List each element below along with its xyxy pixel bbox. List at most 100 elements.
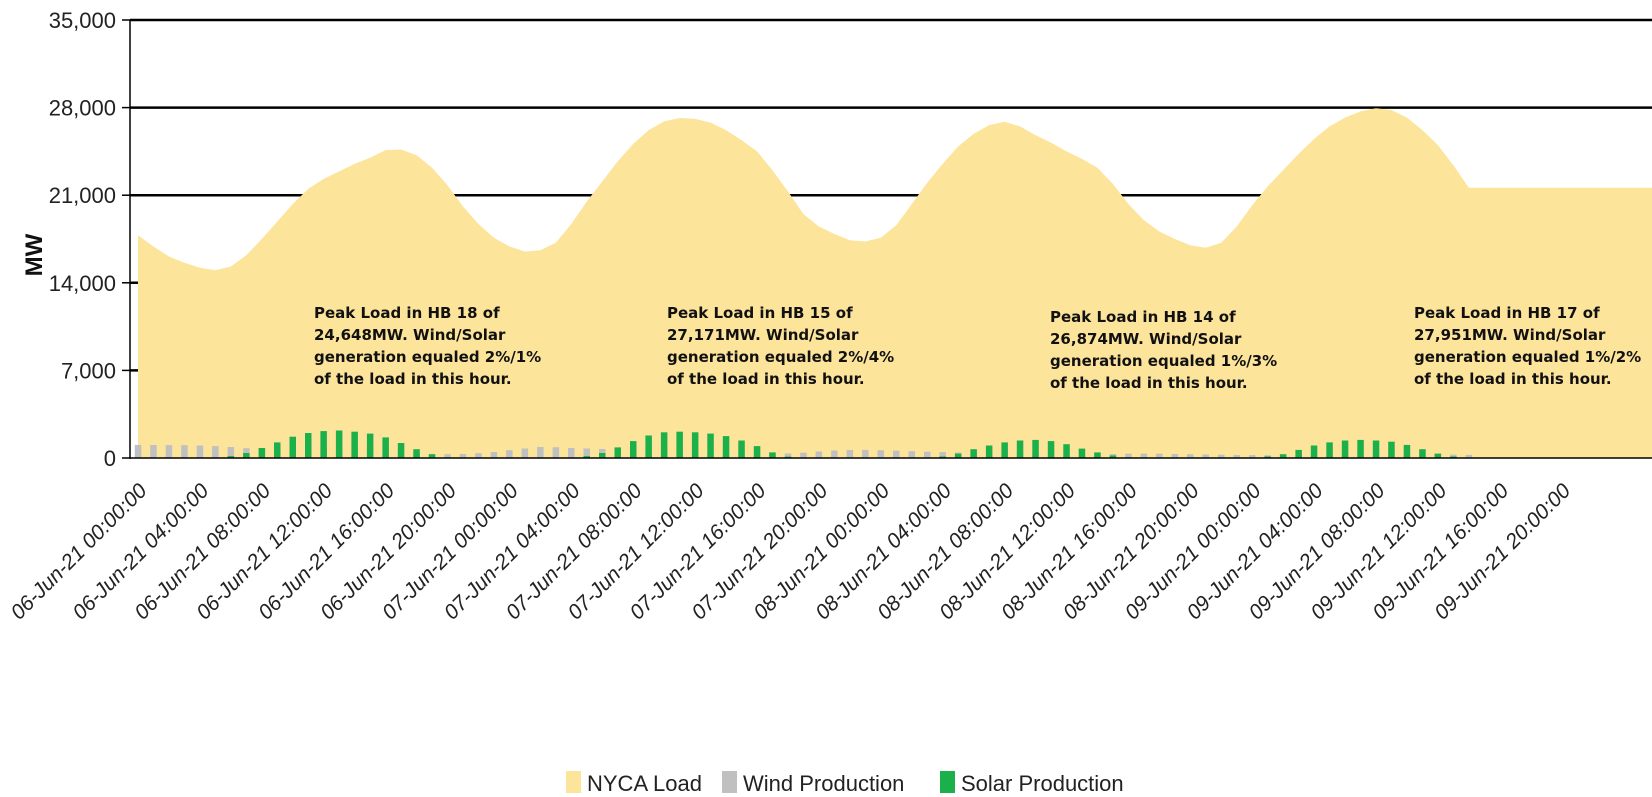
- y-tick-label: 0: [104, 446, 116, 471]
- solar-bar: [769, 452, 776, 458]
- wind-bar: [1233, 455, 1240, 458]
- wind-bar: [846, 450, 854, 458]
- annotation-line: 27,951MW. Wind/Solar: [1414, 326, 1606, 344]
- peak-annotation: Peak Load in HB 15 of 27,171MW. Wind/Sola…: [667, 304, 894, 388]
- annotation-line: Peak Load in HB 17 of: [1414, 304, 1600, 322]
- wind-bar: [459, 454, 467, 458]
- legend-label: Solar Production: [961, 771, 1124, 796]
- annotations: Peak Load in HB 18 of 24,648MW. Wind/Sola…: [314, 304, 1641, 392]
- wind-bar: [475, 453, 482, 458]
- solar-bar: [1279, 454, 1287, 458]
- nyca-load-area-group: [138, 108, 1652, 458]
- wind-bar: [862, 449, 869, 458]
- wind-bar: [165, 445, 173, 458]
- peak-annotation: Peak Load in HB 14 of 26,874MW. Wind/Sola…: [1050, 308, 1277, 392]
- solar-bar: [660, 432, 668, 458]
- solar-bar: [366, 433, 374, 458]
- solar-bar: [274, 442, 281, 458]
- solar-bar: [753, 446, 761, 458]
- solar-bar: [351, 431, 358, 458]
- y-tick-label: 35,000: [49, 8, 116, 33]
- annotation-line: 27,171MW. Wind/Solar: [667, 326, 859, 344]
- nyca-load-area: [138, 108, 1652, 458]
- solar-bar: [722, 436, 730, 458]
- wind-bar: [196, 445, 204, 458]
- wind-bar: [893, 450, 900, 458]
- solar-bar: [645, 435, 652, 458]
- solar-bar: [1341, 440, 1349, 458]
- y-axis-label: MW: [21, 233, 48, 276]
- wind-bar: [908, 451, 915, 458]
- solar-bar: [599, 453, 606, 458]
- solar-bar: [738, 440, 745, 458]
- annotation-line: of the load in this hour.: [1414, 370, 1612, 388]
- y-tick-label: 28,000: [49, 96, 116, 121]
- wind-bar: [1140, 453, 1148, 458]
- wind-bar: [784, 453, 792, 458]
- solar-bar: [583, 456, 590, 458]
- wind-bar: [181, 445, 188, 458]
- solar-bar: [1001, 442, 1008, 458]
- solar-bar: [258, 448, 266, 458]
- wind-bar: [1202, 454, 1209, 458]
- solar-bar: [1357, 439, 1364, 458]
- annotation-line: Peak Load in HB 18 of: [314, 304, 500, 322]
- wind-bar: [227, 447, 235, 458]
- solar-bar: [397, 443, 405, 458]
- annotation-line: 26,874MW. Wind/Solar: [1050, 330, 1242, 348]
- solar-bar: [954, 453, 962, 458]
- solar-bar: [413, 449, 420, 458]
- solar-bar: [335, 430, 343, 458]
- solar-bar: [985, 445, 993, 458]
- legend-swatch: [940, 771, 955, 793]
- y-tick-label: 7,000: [61, 358, 116, 383]
- y-tick-label: 14,000: [49, 271, 116, 296]
- y-tick-label: 21,000: [49, 183, 116, 208]
- solar-bar: [1063, 444, 1070, 458]
- solar-production-bars: [212, 430, 1473, 458]
- annotation-line: generation equaled 1%/3%: [1050, 352, 1277, 370]
- solar-bar: [1372, 440, 1380, 458]
- solar-bar: [707, 433, 714, 458]
- annotation-line: generation equaled 2%/1%: [314, 348, 541, 366]
- legend-label: NYCA Load: [587, 771, 702, 796]
- annotation-line: generation equaled 2%/4%: [667, 348, 894, 366]
- solar-bar: [676, 431, 683, 458]
- wind-bar: [150, 445, 157, 458]
- wind-bar: [134, 444, 142, 458]
- annotation-line: generation equaled 1%/2%: [1414, 348, 1641, 366]
- wind-bar: [537, 447, 544, 458]
- wind-bar: [1218, 454, 1225, 458]
- wind-bar: [924, 451, 931, 458]
- annotation-line: of the load in this hour.: [314, 370, 512, 388]
- solar-bar: [1295, 449, 1302, 458]
- legend-label: Wind Production: [743, 771, 904, 796]
- solar-bar: [970, 449, 977, 458]
- wind-bar: [444, 454, 451, 458]
- solar-bar: [1326, 442, 1333, 458]
- wind-bar: [815, 451, 823, 458]
- wind-bar: [506, 450, 513, 458]
- annotation-line: Peak Load in HB 15 of: [667, 304, 853, 322]
- solar-bar: [1094, 452, 1101, 458]
- wind-bar: [490, 452, 498, 458]
- wind-bar: [212, 446, 219, 458]
- legend-swatch: [722, 771, 737, 793]
- legend-swatch: [566, 771, 581, 793]
- wind-bar: [1125, 453, 1132, 458]
- annotation-line: 24,648MW. Wind/Solar: [314, 326, 506, 344]
- solar-bar: [305, 433, 312, 458]
- wind-bar: [939, 452, 946, 458]
- solar-bar: [382, 437, 389, 458]
- peak-annotation: Peak Load in HB 17 of 27,951MW. Wind/Sola…: [1414, 304, 1641, 388]
- solar-bar: [1388, 441, 1395, 458]
- wind-bar: [568, 448, 575, 458]
- solar-bar: [1109, 455, 1117, 458]
- solar-bar: [1078, 448, 1086, 458]
- solar-bar: [289, 436, 296, 458]
- wind-bar: [521, 448, 529, 458]
- wind-bar: [583, 448, 590, 458]
- annotation-line: Peak Load in HB 14 of: [1050, 308, 1236, 326]
